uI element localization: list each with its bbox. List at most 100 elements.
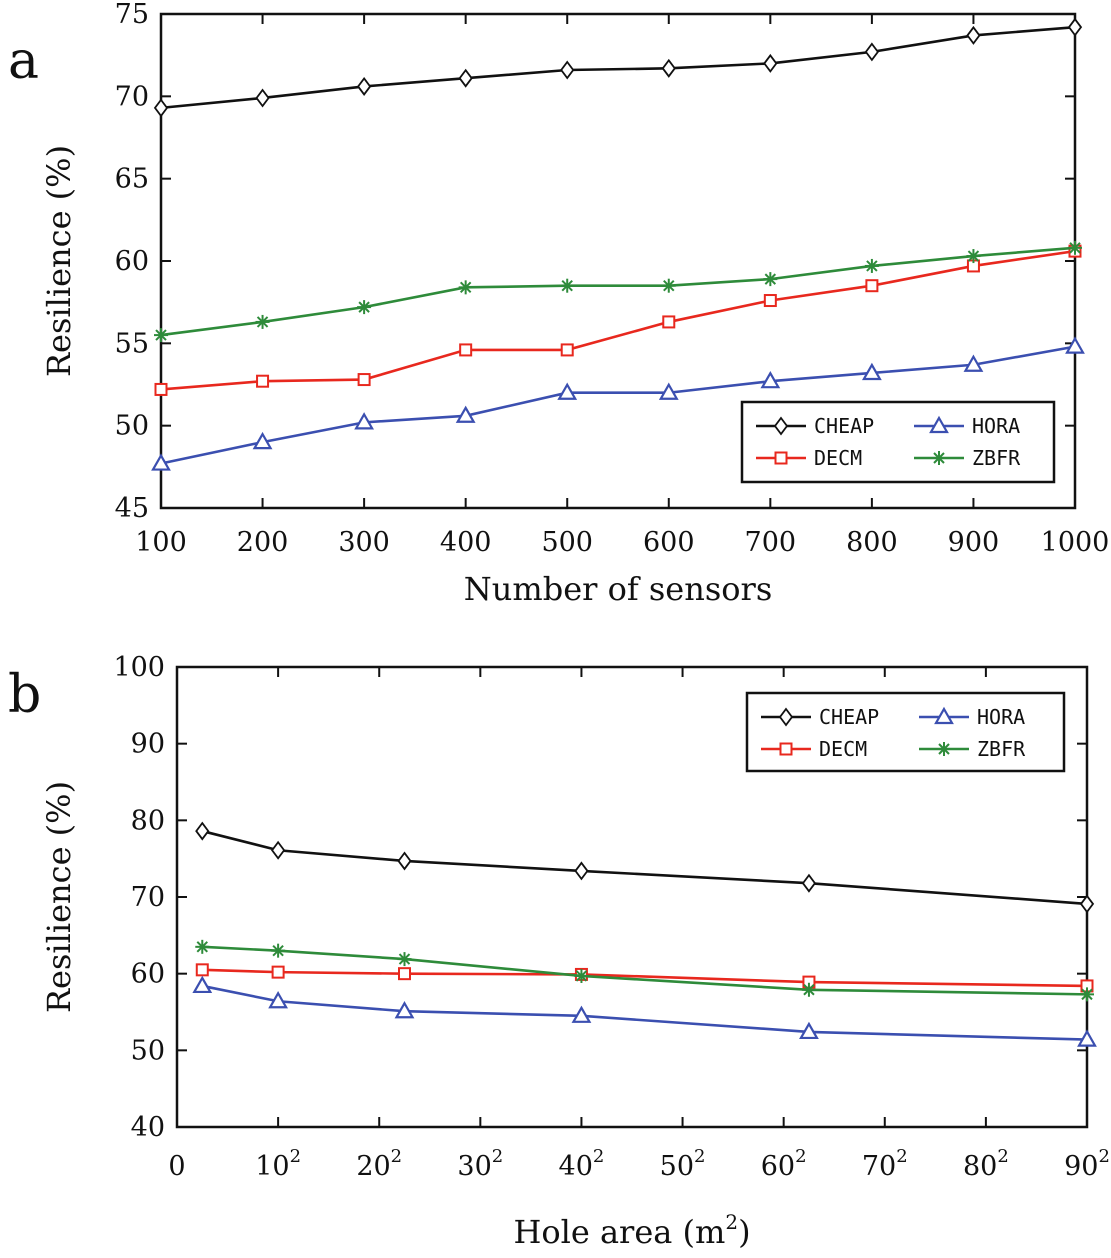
x-tick-label: 302: [457, 1146, 503, 1182]
data-point-zbfr: [1080, 987, 1094, 1002]
legend-label-decm: DECM: [819, 737, 867, 761]
data-point-zbfr: [966, 249, 981, 264]
series-line-cheap: [201, 829, 1088, 906]
series-cheap: [195, 821, 1095, 914]
asterisk-stroke: [933, 452, 945, 464]
data-point-decm: [560, 343, 574, 357]
data-point-hora: [1077, 1029, 1097, 1047]
data-point-cheap: [763, 53, 778, 73]
y-tick-label: 40: [131, 1112, 165, 1143]
legend-label-decm: DECM: [814, 446, 862, 470]
data-point-cheap: [966, 25, 981, 45]
legend-label-zbfr: ZBFR: [972, 446, 1021, 470]
data-point-cheap: [356, 76, 372, 96]
series-zbfr: [154, 240, 1082, 343]
y-tick-label: 100: [113, 652, 165, 683]
y-tick-label: 80: [131, 805, 165, 836]
legend-label-cheap: CHEAP: [814, 414, 874, 438]
legend-marker-zbfr: [932, 451, 946, 465]
legend-label-zbfr: ZBFR: [977, 737, 1026, 761]
data-point-cheap: [864, 42, 880, 62]
y-tick-label: 60: [115, 246, 149, 277]
data-point-zbfr: [1068, 240, 1082, 255]
data-point-zbfr: [864, 258, 879, 273]
data-point-hora: [268, 991, 289, 1009]
y-tick-label: 75: [115, 0, 149, 30]
data-point-hora: [658, 382, 679, 400]
x-tick-label: 300: [338, 527, 390, 558]
series-line-cheap: [160, 25, 1076, 110]
chart-panel-a: a 45 50 55 60 65 70 75 100 200 300 400 500 600 700 800 9…: [8, 0, 1109, 608]
data-point-cheap: [270, 840, 286, 860]
data-point-zbfr: [271, 943, 286, 958]
series-hora: [151, 336, 1085, 471]
data-point-hora: [557, 382, 578, 400]
y-tick-label: 50: [115, 411, 149, 442]
panel-label: b: [8, 665, 41, 725]
legend-marker-hora: [929, 415, 949, 434]
x-tick-label: 802: [963, 1146, 1009, 1182]
data-point-cheap: [1079, 894, 1095, 914]
data-point-zbfr: [560, 278, 575, 293]
series-decm: [154, 244, 1082, 396]
legend: CHEAP HORA DECM ZBFR: [745, 691, 1066, 773]
legend-label-hora: HORA: [972, 414, 1020, 438]
x-tick-label: 1000: [1041, 527, 1110, 558]
x-tick-label: 800: [846, 527, 898, 558]
y-axis-label: Resilience (%): [40, 781, 78, 1013]
y-tick-label: 50: [131, 1035, 165, 1066]
x-tick-label: 500: [541, 527, 593, 558]
data-point-cheap: [458, 68, 473, 88]
legend-marker-hora: [934, 706, 954, 725]
data-point-decm: [398, 967, 411, 981]
y-tick-label: 65: [115, 164, 149, 195]
data-point-hora: [861, 362, 882, 381]
asterisk-stroke: [196, 941, 208, 953]
data-point-hora: [760, 370, 781, 389]
asterisk-stroke: [866, 260, 878, 272]
asterisk-stroke: [938, 743, 950, 755]
data-point-zbfr: [154, 328, 168, 343]
series-cheap: [153, 17, 1083, 118]
data-point-decm: [865, 279, 879, 293]
legend-marker-cheap: [778, 707, 794, 727]
series-decm: [195, 963, 1094, 993]
y-tick-label: 55: [115, 328, 149, 359]
data-point-decm: [662, 315, 676, 329]
data-point-hora: [963, 354, 984, 372]
x-axis-label: Number of sensors: [464, 570, 773, 608]
legend-marker-zbfr: [937, 742, 951, 756]
y-tick-label: 45: [115, 493, 149, 524]
legend: CHEAP HORA DECM ZBFR: [740, 400, 1056, 484]
data-point-cheap: [661, 58, 676, 78]
data-point-zbfr: [357, 300, 372, 315]
data-point-cheap: [574, 861, 589, 881]
data-point-decm: [459, 343, 473, 357]
series-hora: [192, 975, 1097, 1047]
asterisk-stroke: [663, 279, 675, 292]
legend-marker-cheap: [773, 416, 789, 436]
panel-label: a: [8, 31, 39, 91]
legend-label-hora: HORA: [977, 705, 1025, 729]
data-point-cheap: [560, 60, 575, 80]
legend-label-cheap: CHEAP: [819, 705, 879, 729]
asterisk-stroke: [256, 316, 269, 328]
x-tick-label: 102: [255, 1146, 301, 1182]
asterisk-stroke: [1081, 988, 1093, 1001]
asterisk-stroke: [272, 944, 284, 957]
y-tick-label: 90: [131, 729, 165, 760]
series-line-hora: [160, 345, 1076, 465]
x-tick-label: 702: [862, 1146, 908, 1182]
y-axis-label: Resilience (%): [40, 145, 78, 377]
asterisk-stroke: [764, 273, 777, 285]
data-point-hora: [571, 1005, 592, 1023]
data-point-decm: [271, 965, 285, 979]
data-point-zbfr: [574, 968, 589, 983]
data-point-hora: [394, 1001, 415, 1019]
data-point-hora: [192, 975, 213, 994]
series-line-zbfr: [160, 246, 1076, 337]
asterisk-stroke: [398, 953, 411, 965]
x-tick-label: 100: [135, 527, 187, 558]
data-point-cheap: [153, 98, 169, 118]
